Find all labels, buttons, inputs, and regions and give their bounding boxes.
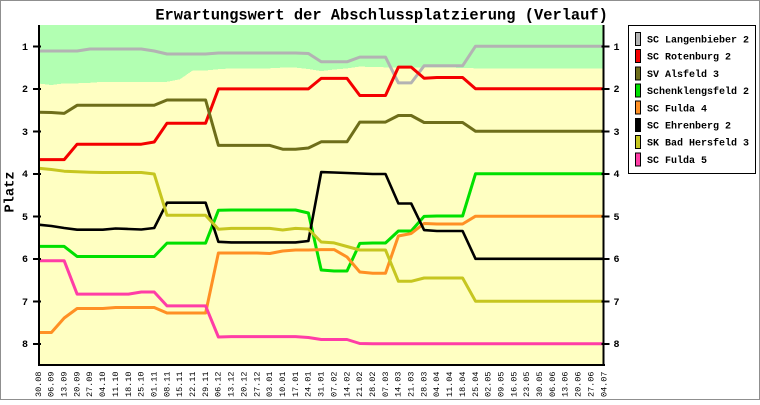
svg-text:SC Ehrenberg 2: SC Ehrenberg 2 (647, 121, 731, 133)
svg-text:03.01: 03.01 (265, 372, 275, 398)
svg-text:25.10: 25.10 (137, 372, 147, 398)
svg-text:SC Fulda 4: SC Fulda 4 (647, 103, 707, 115)
svg-text:20.06: 20.06 (574, 372, 584, 398)
svg-text:4: 4 (22, 170, 28, 181)
svg-text:04.10: 04.10 (98, 372, 108, 398)
svg-text:SC Rotenburg 2: SC Rotenburg 2 (647, 52, 731, 64)
svg-text:04.04: 04.04 (432, 372, 442, 398)
svg-text:15.11: 15.11 (175, 372, 185, 398)
svg-text:8: 8 (614, 340, 620, 351)
svg-text:13.09: 13.09 (59, 372, 69, 398)
svg-text:Schenklengsfeld 2: Schenklengsfeld 2 (647, 86, 749, 98)
svg-text:11.10: 11.10 (111, 372, 121, 398)
svg-text:8: 8 (22, 340, 28, 351)
svg-text:01.11: 01.11 (149, 372, 159, 398)
svg-text:06.06: 06.06 (548, 372, 558, 398)
svg-text:1: 1 (614, 43, 620, 54)
svg-text:14.02: 14.02 (342, 372, 352, 398)
svg-text:08.11: 08.11 (162, 372, 172, 398)
svg-text:SC Fulda 5: SC Fulda 5 (647, 155, 707, 167)
svg-text:22.11: 22.11 (188, 372, 198, 398)
svg-text:Platz: Platz (4, 171, 19, 212)
svg-text:20.09: 20.09 (72, 372, 82, 398)
svg-text:28.03: 28.03 (419, 372, 429, 398)
svg-text:29.11: 29.11 (201, 372, 211, 398)
svg-text:SC Langenbieber 2: SC Langenbieber 2 (647, 35, 749, 47)
svg-text:14.03: 14.03 (394, 372, 404, 398)
svg-text:30.05: 30.05 (535, 372, 545, 398)
svg-text:Erwartungswert der Abschlusspl: Erwartungswert der Abschlussplatzierung … (155, 6, 608, 24)
svg-text:23.05: 23.05 (522, 372, 532, 398)
svg-text:6: 6 (22, 255, 28, 266)
svg-text:04.07: 04.07 (599, 372, 609, 398)
svg-text:25.04: 25.04 (471, 372, 481, 398)
svg-text:1: 1 (22, 43, 28, 54)
svg-text:27.12: 27.12 (252, 372, 262, 398)
svg-text:SV Alsfeld 3: SV Alsfeld 3 (647, 69, 719, 81)
svg-text:3: 3 (614, 128, 620, 139)
svg-text:28.02: 28.02 (368, 372, 378, 398)
svg-text:7: 7 (22, 298, 28, 309)
svg-text:30.08: 30.08 (34, 372, 44, 398)
svg-text:4: 4 (614, 170, 620, 181)
svg-text:SK Bad Hersfeld 3: SK Bad Hersfeld 3 (647, 138, 749, 150)
svg-text:06.09: 06.09 (47, 372, 57, 398)
svg-text:13.06: 13.06 (561, 372, 571, 398)
svg-text:5: 5 (22, 213, 28, 224)
svg-text:6: 6 (614, 255, 620, 266)
svg-text:09.05: 09.05 (496, 372, 506, 398)
svg-text:2: 2 (614, 85, 620, 96)
svg-text:7: 7 (614, 298, 620, 309)
svg-text:2: 2 (22, 85, 28, 96)
svg-text:3: 3 (22, 128, 28, 139)
svg-text:11.04: 11.04 (445, 372, 455, 398)
svg-text:24.01: 24.01 (304, 372, 314, 398)
svg-text:31.01: 31.01 (316, 372, 326, 398)
svg-text:18.04: 18.04 (458, 372, 468, 398)
svg-text:07.03: 07.03 (381, 372, 391, 398)
svg-text:21.02: 21.02 (355, 372, 365, 398)
svg-text:27.09: 27.09 (85, 372, 95, 398)
svg-text:07.02: 07.02 (329, 372, 339, 398)
svg-text:10.01: 10.01 (278, 372, 288, 398)
svg-text:13.12: 13.12 (227, 372, 237, 398)
svg-text:5: 5 (614, 213, 620, 224)
svg-text:16.05: 16.05 (509, 372, 519, 398)
svg-text:20.12: 20.12 (239, 372, 249, 398)
svg-text:02.05: 02.05 (484, 372, 494, 398)
svg-text:27.06: 27.06 (586, 372, 596, 398)
svg-text:21.03: 21.03 (406, 372, 416, 398)
svg-text:06.12: 06.12 (214, 372, 224, 398)
svg-text:18.10: 18.10 (124, 372, 134, 398)
svg-text:17.01: 17.01 (291, 372, 301, 398)
